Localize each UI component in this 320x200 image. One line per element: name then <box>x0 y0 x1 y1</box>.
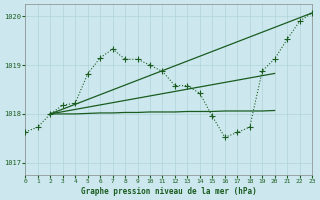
X-axis label: Graphe pression niveau de la mer (hPa): Graphe pression niveau de la mer (hPa) <box>81 187 257 196</box>
